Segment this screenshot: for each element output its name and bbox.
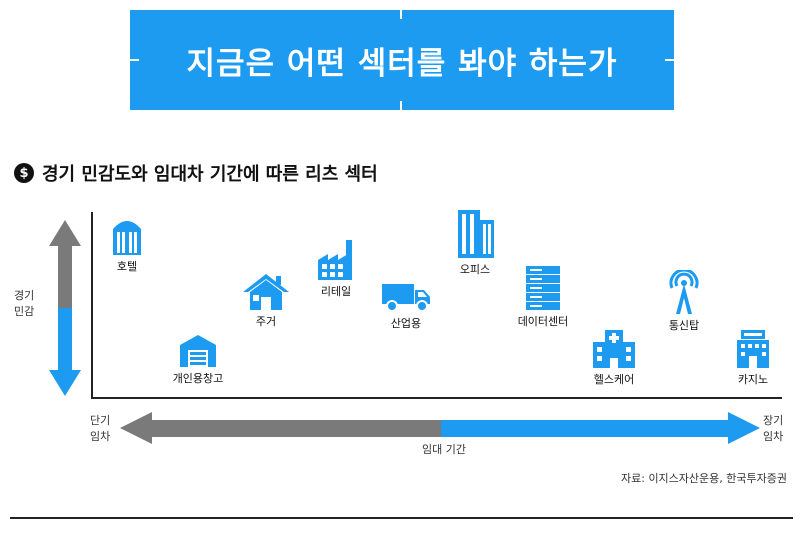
- sector-data-center: 데이터센터: [503, 266, 583, 329]
- sector-label: 산업용: [390, 317, 422, 330]
- y-arrow-up-head: [49, 220, 81, 246]
- title-banner: 지금은 어떤 섹터를 봐야 하는가: [130, 10, 674, 110]
- x-axis-title: 임대 기간: [422, 443, 466, 456]
- sector-label: 헬스케어: [593, 373, 635, 386]
- house-icon: [243, 274, 289, 310]
- retail-icon: [318, 240, 352, 280]
- sector-retail: 리테일: [296, 240, 376, 299]
- banner-tick-right: [665, 59, 674, 61]
- y-arrow-blue-shaft: [58, 308, 72, 372]
- x-arrow-gray-shaft: [150, 420, 441, 437]
- server-icon: [526, 266, 560, 310]
- subtitle-text: 경기 민감도와 임대차 기간에 따른 리츠 섹터: [42, 164, 378, 185]
- antenna-tower-icon: [669, 270, 699, 314]
- sector-label: 주거: [255, 315, 277, 328]
- sector-label: 리테일: [320, 285, 352, 298]
- x-arrow-left-head: [120, 412, 152, 444]
- sector-label: 카지노: [737, 373, 769, 386]
- hotel-icon: [113, 221, 141, 255]
- sector-healthcare: 헬스케어: [574, 330, 654, 387]
- banner-tick-top: [400, 10, 402, 19]
- sector-industrial: 산업용: [366, 284, 446, 331]
- y-arrow-gray-shaft: [58, 244, 72, 308]
- sector-telecom-tower: 통신탑: [644, 270, 724, 333]
- banner-tick-bottom: [400, 101, 402, 110]
- dollar-circle-icon: $: [14, 163, 34, 183]
- sector-label: 데이터센터: [517, 315, 569, 328]
- office-building-icon: [458, 210, 494, 258]
- bottom-divider: [10, 517, 793, 519]
- y-axis-label: 경기 민감: [14, 289, 35, 318]
- source-note: 자료: 이지스자산운용, 한국투자증권: [621, 472, 787, 485]
- x-axis-right-label: 장기 임차: [763, 414, 784, 443]
- section-subtitle: $ 경기 민감도와 임대차 기간에 따른 리츠 섹터: [14, 161, 378, 185]
- sector-label: 통신탑: [668, 319, 700, 332]
- truck-icon: [382, 284, 430, 312]
- banner-title: 지금은 어떤 섹터를 봐야 하는가: [186, 45, 618, 82]
- casino-icon: [737, 330, 769, 368]
- sector-warehouse: 개인용창고: [158, 333, 238, 386]
- sector-residential: 주거: [226, 272, 306, 329]
- sector-label: 오피스: [459, 263, 491, 276]
- sector-label: 개인용창고: [172, 372, 224, 385]
- sector-label: 호텔: [116, 260, 138, 273]
- warehouse-icon: [180, 335, 216, 367]
- x-arrow-blue-shaft: [441, 420, 731, 437]
- sector-casino: 카지노: [713, 330, 793, 387]
- sector-office: 오피스: [435, 210, 515, 277]
- sector-hotel: 호텔: [87, 215, 167, 274]
- x-axis-left-label: 단기 임차: [90, 414, 111, 443]
- hospital-icon: [593, 330, 635, 368]
- x-arrow-right-head: [728, 412, 760, 444]
- banner-tick-left: [130, 59, 139, 61]
- y-arrow-down-head: [49, 370, 81, 396]
